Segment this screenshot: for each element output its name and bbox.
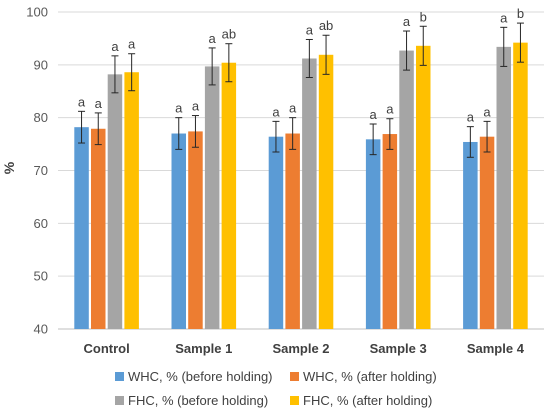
bar bbox=[124, 72, 139, 329]
legend-swatch bbox=[290, 396, 299, 405]
bar bbox=[268, 136, 284, 329]
y-tick-label: 90 bbox=[34, 57, 48, 72]
significance-label: a bbox=[78, 94, 86, 109]
x-tick-label: Sample 2 bbox=[272, 341, 329, 356]
significance-label: a bbox=[403, 14, 411, 29]
bar bbox=[107, 74, 123, 330]
gridlines bbox=[58, 11, 544, 330]
legend-swatch bbox=[290, 372, 299, 381]
bar bbox=[318, 54, 334, 330]
significance-label: b bbox=[517, 6, 524, 21]
legend-label: WHC, % (before holding) bbox=[128, 369, 273, 384]
y-tick-label: 50 bbox=[34, 269, 48, 284]
y-tick-label: 60 bbox=[34, 216, 48, 231]
significance-label: a bbox=[95, 96, 103, 111]
significance-label: a bbox=[192, 99, 200, 114]
significance-label: a bbox=[483, 104, 491, 119]
legend: WHC, % (before holding) WHC, % (after hol… bbox=[115, 369, 437, 408]
legend-swatch bbox=[115, 396, 124, 405]
x-tick-label: Sample 4 bbox=[467, 341, 525, 356]
bar bbox=[171, 133, 186, 329]
significance-label: a bbox=[272, 104, 280, 119]
bar bbox=[513, 42, 528, 329]
y-tick-label: 40 bbox=[34, 322, 48, 337]
bar bbox=[479, 136, 495, 329]
significance-label: a bbox=[289, 101, 297, 116]
x-tick-label: Sample 3 bbox=[370, 341, 427, 356]
legend-label: WHC, % (after holding) bbox=[303, 369, 437, 384]
legend-swatch bbox=[115, 372, 124, 381]
significance-label: a bbox=[467, 110, 475, 125]
significance-label: a bbox=[209, 31, 217, 46]
y-tick-label: 80 bbox=[34, 110, 48, 125]
significance-label: a bbox=[128, 37, 136, 52]
significance-label: a bbox=[306, 22, 314, 37]
legend-label: FHC, % (before holding) bbox=[128, 393, 268, 408]
significance-label: ab bbox=[222, 27, 236, 42]
legend-label: FHC, % (after holding) bbox=[303, 393, 432, 408]
y-tick-label: 100 bbox=[26, 5, 48, 20]
y-tick-label: 70 bbox=[34, 163, 48, 178]
significance-label: ab bbox=[319, 18, 333, 33]
significance-label: a bbox=[500, 10, 508, 25]
bar bbox=[221, 62, 237, 329]
bar bbox=[74, 127, 89, 329]
bar bbox=[204, 66, 220, 329]
labels: a aa aa aa aba aa aba aa ba aa b bbox=[78, 6, 524, 125]
bar bbox=[382, 134, 398, 329]
significance-label: a bbox=[370, 107, 378, 122]
x-tick-label: Sample 1 bbox=[175, 341, 232, 356]
significance-label: a bbox=[111, 39, 119, 54]
bar bbox=[285, 133, 300, 329]
bar bbox=[91, 128, 106, 329]
bar bbox=[399, 50, 414, 330]
significance-label: a bbox=[175, 101, 183, 116]
bar bbox=[188, 131, 203, 329]
bar bbox=[463, 141, 478, 329]
x-tick-label: Control bbox=[83, 341, 129, 356]
bars bbox=[74, 22, 528, 330]
y-axis-title: % bbox=[1, 161, 17, 174]
significance-label: b bbox=[420, 9, 427, 24]
significance-label: a bbox=[386, 102, 394, 117]
axes: 40 50 60 70 80 90 100 Control Sample 1 Sample 2 Sa… bbox=[26, 5, 544, 356]
bar bbox=[416, 45, 431, 330]
bar bbox=[496, 46, 511, 330]
bar bbox=[302, 58, 317, 329]
bar bbox=[365, 139, 381, 329]
